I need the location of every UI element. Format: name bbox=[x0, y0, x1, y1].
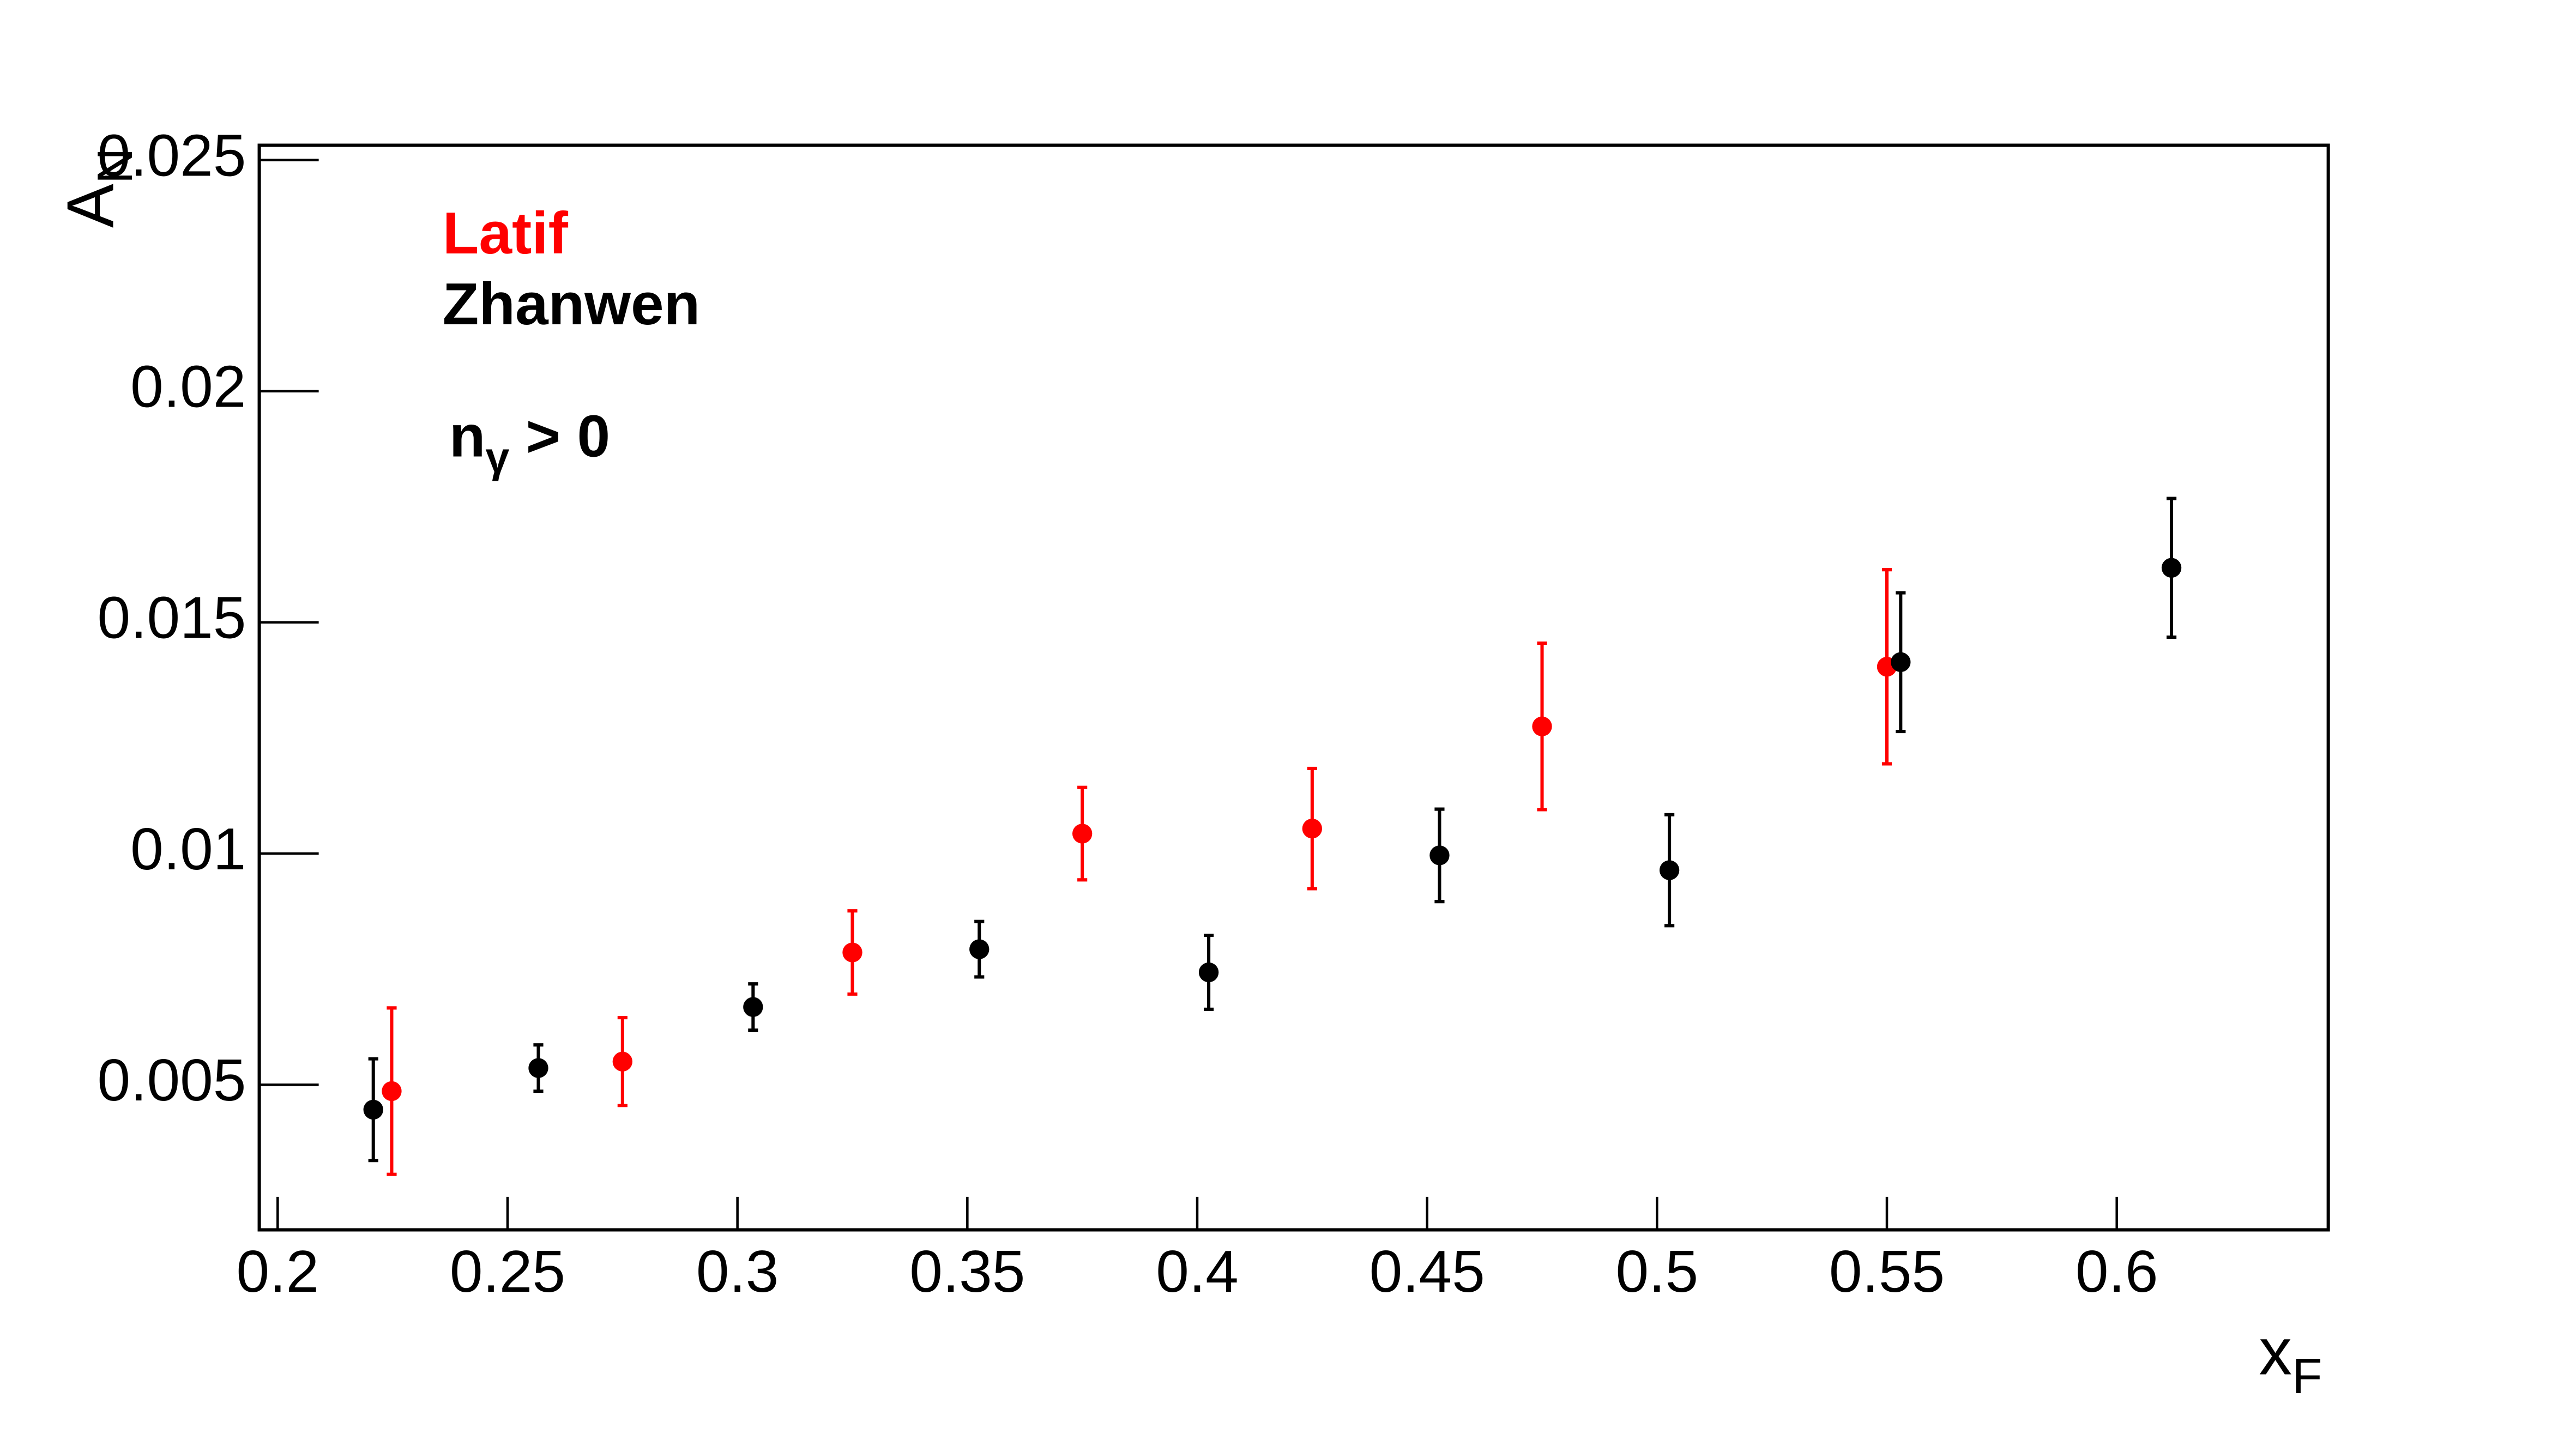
data-point bbox=[1659, 860, 1680, 880]
x-tick-label: 0.3 bbox=[696, 1238, 779, 1305]
y-tick-label: 0.02 bbox=[130, 354, 246, 420]
data-point bbox=[382, 1081, 402, 1102]
frame bbox=[257, 143, 2330, 1232]
data-point bbox=[1072, 824, 1093, 844]
data-point bbox=[528, 1058, 548, 1078]
x-tick-label: 0.6 bbox=[2076, 1238, 2158, 1305]
data-point bbox=[743, 997, 763, 1017]
data-point bbox=[1302, 819, 1323, 839]
data-point bbox=[842, 942, 862, 963]
annotation-rest: > 0 bbox=[509, 403, 610, 469]
data-point bbox=[1429, 845, 1450, 866]
x-tick-label: 0.25 bbox=[450, 1238, 565, 1305]
x-tick-label: 0.5 bbox=[1616, 1238, 1699, 1305]
y-tick-label: 0.015 bbox=[98, 585, 246, 651]
data-point bbox=[969, 939, 990, 959]
data-point bbox=[1198, 962, 1219, 983]
x-label-sub: F bbox=[2292, 1349, 2322, 1404]
annotation-sub: γ bbox=[485, 433, 509, 481]
data-point bbox=[612, 1051, 632, 1072]
x-tick-label: 0.55 bbox=[1829, 1238, 1945, 1305]
legend-label: Zhanwen bbox=[443, 271, 700, 337]
data-point bbox=[1532, 716, 1552, 736]
y-tick-label: 0.005 bbox=[98, 1047, 246, 1114]
y-label-main: A bbox=[53, 184, 128, 228]
y-axis-label: AN bbox=[53, 148, 143, 228]
data-point bbox=[1891, 652, 1911, 673]
x-tick-label: 0.2 bbox=[237, 1238, 319, 1305]
x-tick-label: 0.45 bbox=[1370, 1238, 1485, 1305]
y-tick-label: 0.01 bbox=[130, 816, 246, 882]
x-tick-label: 0.4 bbox=[1156, 1238, 1239, 1305]
y-label-sub: N bbox=[88, 148, 143, 184]
x-label-main: x bbox=[2259, 1315, 2292, 1389]
data-point bbox=[2161, 558, 2182, 578]
legend-label: Latif bbox=[443, 200, 569, 267]
y-tick-label: 0.025 bbox=[98, 122, 246, 189]
x-tick-label: 0.35 bbox=[909, 1238, 1025, 1305]
data-point bbox=[363, 1099, 383, 1120]
annotation: nγ > 0 bbox=[449, 403, 610, 481]
annotation-main: n bbox=[449, 403, 486, 469]
x-axis-label: xF bbox=[2259, 1315, 2322, 1404]
